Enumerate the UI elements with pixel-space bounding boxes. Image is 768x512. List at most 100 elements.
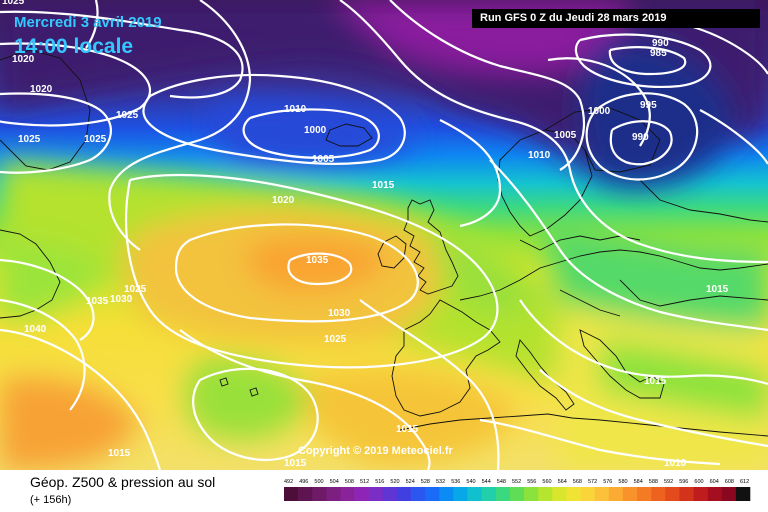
isobar-label: 1025	[324, 334, 347, 345]
scale-tick-label: 500	[314, 479, 323, 485]
scale-tick-label: 580	[618, 479, 627, 485]
scale-colour-swatch	[284, 487, 299, 501]
isobar-label: 1010	[528, 150, 551, 161]
scale-tick-label: 528	[421, 479, 430, 485]
scale-colour-swatch	[382, 487, 398, 501]
isobar-label: 1010	[664, 458, 687, 469]
scale-tick-label: 508	[345, 479, 354, 485]
scale-colour-swatch	[467, 487, 482, 501]
scale-tick-label: 524	[406, 479, 415, 485]
forecast-time: 14:00 locale	[14, 35, 134, 58]
scale-colour-swatch	[566, 487, 581, 501]
scale-tick-label: 532	[436, 479, 445, 485]
scale-colour-swatch	[707, 487, 723, 501]
isobar-label: 1020	[272, 195, 295, 206]
scale-colour-swatch	[453, 487, 468, 501]
scale-colour-swatch	[552, 487, 567, 501]
scale-colour-swatch	[368, 487, 384, 501]
scale-colour-swatch	[312, 487, 327, 501]
scale-tick-label: 564	[558, 479, 567, 485]
scale-tick-label: 576	[603, 479, 612, 485]
isobar-label: 1025	[124, 284, 147, 295]
scale-colour-swatch	[693, 487, 708, 501]
scale-tick-label: 520	[390, 479, 399, 485]
scale-colour-swatch	[354, 487, 370, 501]
isobar-label: 1025	[18, 134, 41, 145]
isobar-label: 1030	[328, 308, 351, 319]
scale-tick-label: 516	[375, 479, 384, 485]
scale-tick-label: 552	[512, 479, 521, 485]
scale-colour-swatch	[622, 487, 638, 501]
isobar-label: 990	[652, 38, 669, 49]
colour-field	[0, 0, 768, 470]
scale-colour-swatch	[425, 487, 440, 501]
scale-colour-swatch	[509, 487, 525, 501]
scale-tick-label: 540	[466, 479, 475, 485]
scale-colour-swatch	[340, 487, 355, 501]
isobar-label: 1000	[304, 125, 327, 136]
coastlines	[0, 49, 768, 437]
colour-scale: 492 496 500 504 508 512 516 520 524 528 532 536 540 5…	[284, 479, 751, 501]
isobar-label: 985	[650, 48, 667, 59]
scale-colour-swatch	[396, 487, 412, 501]
scale-tick-label: 548	[497, 479, 506, 485]
isobar-label: 1005	[554, 130, 577, 141]
scale-colour-swatch	[735, 487, 751, 501]
model-run-label: Run GFS 0 Z du Jeudi 28 mars 2019	[472, 9, 760, 28]
scale-tick-label: 556	[527, 479, 536, 485]
scale-colour-swatch	[637, 487, 652, 501]
isobar-labels: 1025 1020 1020 1025 1025 1025 1010 1000 …	[2, 0, 729, 469]
isobar-label: 1015	[372, 180, 395, 191]
isobar-label: 1025	[2, 0, 25, 7]
isobar-label: 1040	[24, 324, 47, 335]
isobar-label: 1035	[86, 296, 109, 307]
isobar-label: 1020	[30, 84, 53, 95]
isobar-label: 1010	[284, 104, 307, 115]
geopotential-map: 1025 1020 1020 1025 1025 1025 1010 1000 …	[0, 0, 768, 470]
scale-colour-swatch	[481, 487, 497, 501]
isobar-label: 1030	[110, 294, 133, 305]
isobar-label: 1020	[12, 54, 35, 65]
scale-tick-label: 568	[573, 479, 582, 485]
scale-tick-label: 572	[588, 479, 597, 485]
scale-tick-label: 584	[634, 479, 643, 485]
scale-colour-swatch	[495, 487, 511, 501]
scale-colour-swatch	[298, 487, 313, 501]
forecast-lead-time: (+ 156h)	[30, 494, 72, 506]
legend-title: Géop. Z500 & pression au sol	[30, 474, 216, 490]
scale-colour-swatch	[721, 487, 737, 501]
scale-colour-swatch	[580, 487, 595, 501]
isobar-label: 1015	[706, 284, 729, 295]
copyright-text: Copyright © 2019 Meteociel.fr	[298, 445, 453, 457]
scale-tick-label: 560	[542, 479, 551, 485]
scale-tick-label: 544	[482, 479, 491, 485]
isobar-label: 1015	[396, 424, 419, 435]
scale-colour-swatch	[608, 487, 624, 501]
scale-tick-label: 536	[451, 479, 460, 485]
scale-colour-swatch	[651, 487, 666, 501]
scale-tick-label: 592	[664, 479, 673, 485]
isobar-label: 990	[632, 132, 649, 143]
scale-colour-swatch	[524, 487, 539, 501]
scale-tick-label: 492	[284, 479, 293, 485]
scale-tick-label: 496	[299, 479, 308, 485]
scale-tick-label: 608	[725, 479, 734, 485]
scale-tick-label: 596	[679, 479, 688, 485]
scale-colour-swatch	[665, 487, 680, 501]
isobar-label: 1025	[84, 134, 107, 145]
isobar-label: 1015	[284, 458, 307, 469]
scale-colour-swatch	[594, 487, 610, 501]
isobar-label: 1015	[644, 376, 667, 387]
scale-tick-label: 600	[694, 479, 703, 485]
forecast-date: Mercredi 3 avril 2019	[14, 14, 162, 31]
scale-colour-swatch	[538, 487, 553, 501]
isobar-label: 995	[640, 100, 657, 111]
scale-tick-label: 604	[710, 479, 719, 485]
scale-tick-label: 612	[740, 479, 749, 485]
scale-tick-label: 512	[360, 479, 369, 485]
scale-tick-label: 504	[330, 479, 339, 485]
isobar-label: 1015	[108, 448, 131, 459]
scale-colour-swatch	[679, 487, 694, 501]
isobar-label: 1000	[588, 106, 611, 117]
